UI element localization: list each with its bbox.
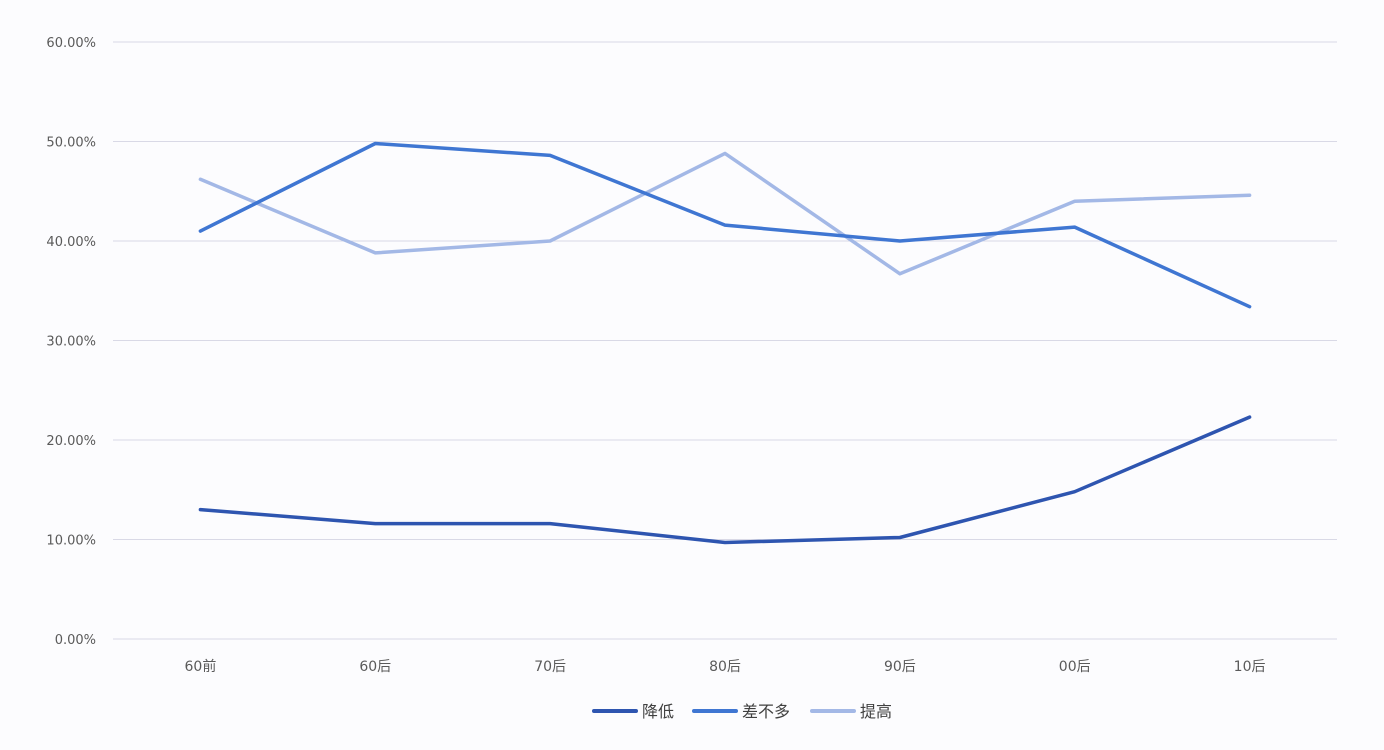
y-tick-label: 30.00% xyxy=(46,335,96,350)
legend-label: 降低 xyxy=(642,702,674,721)
legend: 降低 差不多 提高 xyxy=(592,702,892,721)
x-tick-label: 80后 xyxy=(709,659,741,675)
x-tick-label: 90后 xyxy=(884,659,916,675)
y-tick-label: 10.00% xyxy=(46,534,96,549)
x-tick-label: 60后 xyxy=(359,659,391,675)
legend-label: 差不多 xyxy=(742,702,790,721)
legend-item-0: 降低 xyxy=(592,702,674,721)
y-tick-label: 60.00% xyxy=(46,36,96,51)
series-lines xyxy=(198,141,1252,545)
x-axis-ticks: 60前 60后 70后 80后 90后 00后 10后 xyxy=(185,658,1266,675)
x-tick-label: 60前 xyxy=(185,658,217,675)
legend-item-1: 差不多 xyxy=(692,702,790,721)
series-line-0 xyxy=(198,415,1252,545)
x-tick-label: 00后 xyxy=(1059,659,1091,675)
gridlines xyxy=(113,41,1337,640)
series-line-2 xyxy=(198,151,1252,276)
y-tick-label: 20.00% xyxy=(46,434,96,449)
x-tick-label: 70后 xyxy=(534,659,566,675)
y-tick-label: 40.00% xyxy=(46,235,96,250)
series-line-1 xyxy=(198,141,1252,309)
y-tick-label: 0.00% xyxy=(55,633,96,648)
y-tick-label: 50.00% xyxy=(46,136,96,151)
y-axis-ticks: 0.00% 10.00% 20.00% 30.00% 40.00% 50.00% 60.00… xyxy=(46,36,96,648)
legend-label: 提高 xyxy=(860,702,892,721)
legend-item-2: 提高 xyxy=(810,702,892,721)
x-tick-label: 10后 xyxy=(1234,659,1266,675)
